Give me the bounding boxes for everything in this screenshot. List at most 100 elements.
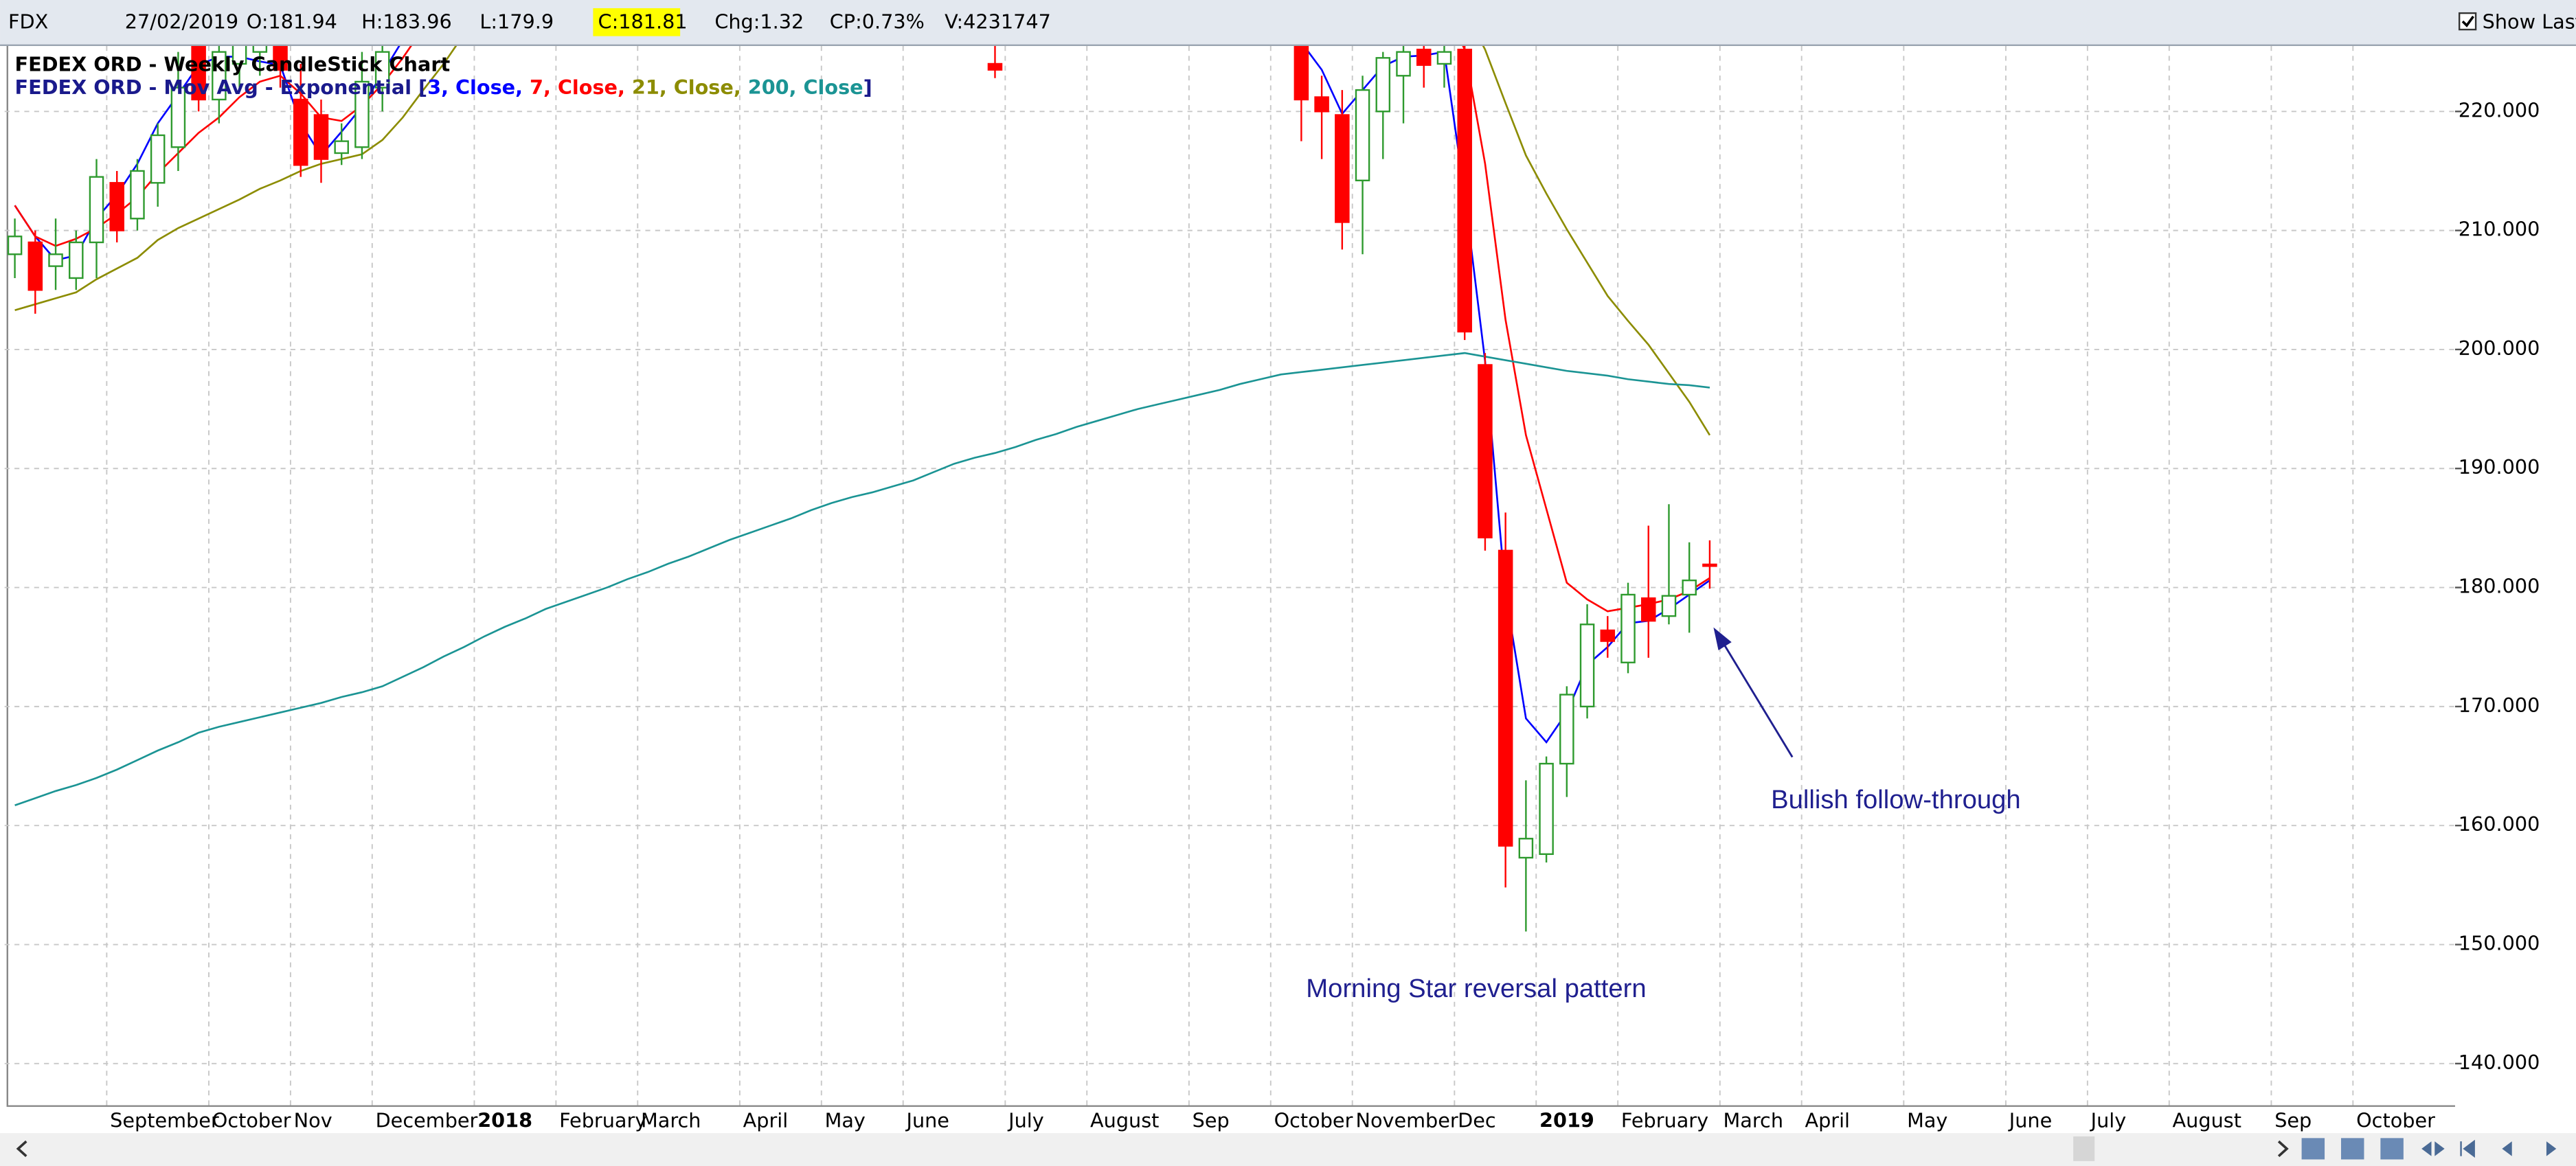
candle-body [1620, 593, 1636, 663]
candle-body [987, 62, 1003, 71]
candle-body [313, 114, 329, 160]
toolbar [0, 0, 2576, 45]
candle-body [1436, 51, 1452, 65]
candle-body [231, 45, 247, 65]
candle-body [1579, 624, 1595, 708]
x-tick-label: July [2090, 1108, 2127, 1132]
candle-body [1355, 89, 1370, 182]
annotation-arrow [1721, 639, 1794, 758]
labels: 140.000 150.000 160.000 170.000 180.000 190.0… [110, 98, 2540, 1132]
ma-legend: FEDEX ORD - Mov Avg - Exponential [3, Cl… [15, 76, 872, 99]
x-tick-label: August [1090, 1108, 1159, 1132]
checkbox[interactable] [2458, 12, 2477, 31]
y-tick-label: 200.000 [2459, 336, 2540, 360]
close-value: C:181.81 [598, 10, 688, 33]
change: Chg:1.32 [714, 10, 804, 33]
y-tick-label: 170.000 [2459, 694, 2540, 717]
plot [7, 45, 1717, 932]
nav-button[interactable] [2546, 1141, 2557, 1156]
x-tick-label: May [1907, 1108, 1947, 1132]
x-tick-label: October [2356, 1108, 2435, 1132]
low-value: L:179.9 [479, 10, 554, 33]
candle-body [170, 87, 186, 148]
ma-legend-close: ] [863, 76, 872, 99]
x-tick-label: October [1274, 1108, 1353, 1132]
x-tick-label: September [110, 1108, 219, 1132]
candle-body [1293, 45, 1309, 101]
date: 27/02/2019 [125, 10, 238, 33]
x-tick-label: Sep [1193, 1108, 1230, 1132]
x-tick-label: July [1007, 1108, 1044, 1132]
x-tick-label: March [641, 1108, 701, 1132]
candle-body [1457, 48, 1472, 333]
y-tick-label: 160.000 [2459, 812, 2540, 836]
scrollbar [0, 1133, 2576, 1166]
moving-average-line [14, 352, 1710, 806]
x-tick-label: December [376, 1108, 478, 1132]
grid [4, 45, 2455, 1106]
volume: V:4231747 [945, 10, 1051, 33]
candle-body [1314, 96, 1329, 113]
open-value: O:181.94 [247, 10, 337, 33]
candle-body [1661, 595, 1677, 617]
candle-body [1682, 579, 1697, 596]
candle-body [1702, 563, 1717, 567]
candle-body [69, 241, 84, 279]
checkmark [2461, 15, 2474, 27]
candle-body [293, 98, 308, 166]
moving-average-line [14, 45, 1711, 436]
x-tick-label: February [559, 1108, 646, 1132]
candle-body [1559, 694, 1574, 765]
nav-button[interactable] [2502, 1141, 2512, 1156]
arrow-head [1713, 627, 1732, 651]
x-tick-label: October [212, 1108, 291, 1132]
candle-body [48, 253, 63, 267]
scroll-thumb[interactable] [2073, 1136, 2095, 1161]
checkbox-label[interactable]: Show Last [2483, 10, 2576, 33]
y-tick-label: 210.000 [2459, 218, 2540, 241]
x-tick-label: Sep [2274, 1108, 2312, 1132]
show-last-checkbox[interactable]: Show Last [2458, 10, 2576, 33]
legend-entry: 3, Close [427, 76, 515, 99]
candle-body [1478, 364, 1493, 538]
legend-separator: , [734, 76, 748, 99]
nav-button[interactable] [2460, 1139, 2475, 1158]
nav-button[interactable] [2301, 1138, 2325, 1160]
candle-body [252, 45, 268, 53]
candle-body [109, 182, 124, 231]
nav-button[interactable] [2421, 1141, 2445, 1156]
candle-body [130, 170, 145, 220]
x-tick-label: April [1805, 1108, 1850, 1132]
scroll-left[interactable] [16, 1140, 27, 1157]
scroll-right[interactable] [2277, 1140, 2289, 1157]
y-tick-label: 220.000 [2459, 98, 2540, 122]
candle-body [212, 51, 227, 101]
legend-separator: , [515, 76, 530, 99]
high-value: H:183.96 [361, 10, 452, 33]
nav-button[interactable] [2380, 1138, 2404, 1160]
candle-body [150, 134, 166, 184]
legend-separator: , [618, 76, 632, 99]
candle-body [1396, 51, 1411, 77]
symbol: FDX [8, 10, 48, 33]
legend-entry: 200, Close [748, 76, 863, 99]
nav-button[interactable] [2340, 1138, 2364, 1160]
y-tick-label: 140.000 [2459, 1051, 2540, 1074]
candle-body [354, 80, 370, 148]
x-tick-label: 2018 [477, 1108, 532, 1132]
candle-body [1518, 838, 1534, 859]
y-tick-label: 150.000 [2459, 932, 2540, 955]
candle-body [1539, 762, 1554, 856]
annotation: Bullish follow-through [1771, 785, 2021, 814]
candle-body [334, 140, 349, 155]
x-tick-label: 2019 [1539, 1108, 1594, 1132]
candle-body [89, 176, 104, 244]
candle-body [1640, 597, 1656, 622]
annotation: Morning Star reversal pattern [1306, 974, 1646, 1003]
legend-entry: 21, Close [632, 76, 734, 99]
x-tick-label: August [2173, 1108, 2241, 1132]
candle-body [191, 45, 206, 101]
candle-body [1600, 629, 1616, 642]
candle-body [1335, 114, 1350, 223]
